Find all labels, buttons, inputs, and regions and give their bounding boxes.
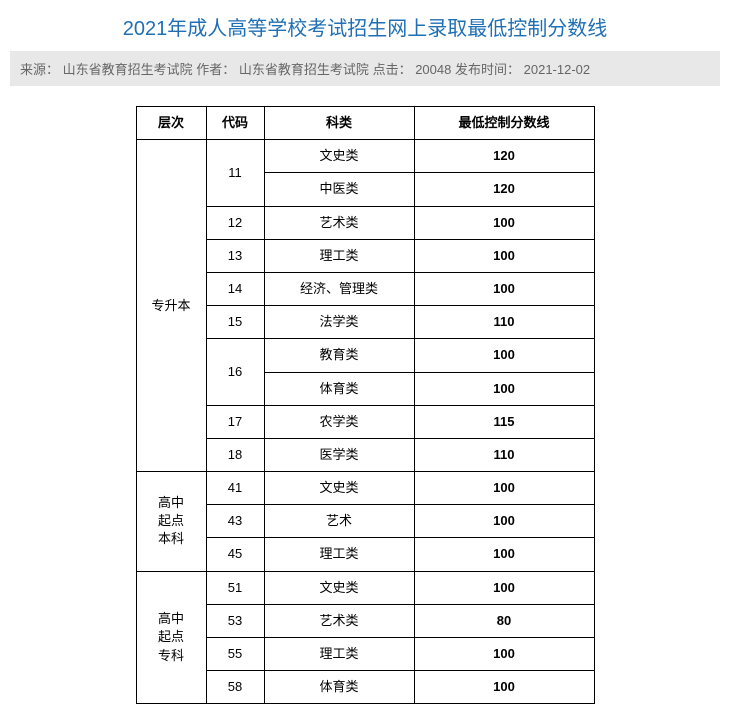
page-title-wrapper: 2021年成人高等学校考试招生网上录取最低控制分数线 (0, 0, 730, 51)
table-row: 专升本11文史类120 (136, 140, 594, 173)
cell-score: 100 (414, 671, 594, 704)
meta-author-label: 作者： (196, 62, 235, 77)
cell-score: 110 (414, 306, 594, 339)
meta-pubtime-label: 发布时间： (455, 62, 520, 77)
meta-pubtime: 2021-12-02 (524, 62, 591, 77)
cell-score: 100 (414, 272, 594, 305)
cell-code: 11 (206, 140, 264, 206)
cell-code: 16 (206, 339, 264, 405)
meta-clicks-label: 点击： (373, 62, 412, 77)
cell-category: 体育类 (264, 671, 414, 704)
cell-category: 医学类 (264, 438, 414, 471)
table-row: 高中起点本科41文史类100 (136, 472, 594, 505)
cell-level: 高中起点专科 (136, 571, 206, 704)
meta-bar: 来源： 山东省教育招生考试院 作者： 山东省教育招生考试院 点击： 20048 … (10, 51, 720, 86)
cell-category: 文史类 (264, 571, 414, 604)
meta-clicks: 20048 (415, 62, 451, 77)
cell-score: 80 (414, 604, 594, 637)
cell-category: 教育类 (264, 339, 414, 372)
cell-score: 100 (414, 372, 594, 405)
cell-score: 100 (414, 472, 594, 505)
cell-level: 专升本 (136, 140, 206, 472)
cell-code: 12 (206, 206, 264, 239)
cell-code: 17 (206, 405, 264, 438)
meta-author: 山东省教育招生考试院 (239, 62, 369, 77)
meta-source-label: 来源： (20, 62, 59, 77)
th-score: 最低控制分数线 (414, 107, 594, 140)
cell-code: 13 (206, 239, 264, 272)
cell-code: 14 (206, 272, 264, 305)
table-wrapper: 层次 代码 科类 最低控制分数线 专升本11文史类120中医类12012艺术类1… (0, 106, 730, 724)
cell-category: 艺术类 (264, 604, 414, 637)
cell-code: 45 (206, 538, 264, 571)
score-table: 层次 代码 科类 最低控制分数线 专升本11文史类120中医类12012艺术类1… (136, 106, 595, 704)
cell-category: 艺术 (264, 505, 414, 538)
cell-category: 理工类 (264, 638, 414, 671)
cell-code: 55 (206, 638, 264, 671)
cell-score: 100 (414, 571, 594, 604)
cell-category: 经济、管理类 (264, 272, 414, 305)
cell-category: 理工类 (264, 538, 414, 571)
table-row: 高中起点专科51文史类100 (136, 571, 594, 604)
cell-category: 法学类 (264, 306, 414, 339)
cell-score: 100 (414, 339, 594, 372)
page-title: 2021年成人高等学校考试招生网上录取最低控制分数线 (20, 12, 710, 41)
cell-category: 农学类 (264, 405, 414, 438)
cell-code: 41 (206, 472, 264, 505)
cell-score: 100 (414, 505, 594, 538)
cell-score: 100 (414, 538, 594, 571)
th-category: 科类 (264, 107, 414, 140)
cell-score: 115 (414, 405, 594, 438)
cell-code: 58 (206, 671, 264, 704)
cell-category: 理工类 (264, 239, 414, 272)
cell-code: 18 (206, 438, 264, 471)
cell-score: 100 (414, 239, 594, 272)
cell-code: 53 (206, 604, 264, 637)
cell-score: 100 (414, 638, 594, 671)
cell-code: 51 (206, 571, 264, 604)
th-level: 层次 (136, 107, 206, 140)
cell-category: 文史类 (264, 140, 414, 173)
cell-score: 120 (414, 140, 594, 173)
cell-category: 体育类 (264, 372, 414, 405)
cell-category: 文史类 (264, 472, 414, 505)
table-body: 专升本11文史类120中医类12012艺术类10013理工类10014经济、管理… (136, 140, 594, 704)
table-header-row: 层次 代码 科类 最低控制分数线 (136, 107, 594, 140)
cell-score: 100 (414, 206, 594, 239)
cell-level: 高中起点本科 (136, 472, 206, 572)
cell-code: 43 (206, 505, 264, 538)
cell-category: 中医类 (264, 173, 414, 206)
cell-score: 120 (414, 173, 594, 206)
cell-code: 15 (206, 306, 264, 339)
meta-source: 山东省教育招生考试院 (63, 62, 193, 77)
cell-category: 艺术类 (264, 206, 414, 239)
page-container: 2021年成人高等学校考试招生网上录取最低控制分数线 来源： 山东省教育招生考试… (0, 0, 730, 724)
th-code: 代码 (206, 107, 264, 140)
cell-score: 110 (414, 438, 594, 471)
